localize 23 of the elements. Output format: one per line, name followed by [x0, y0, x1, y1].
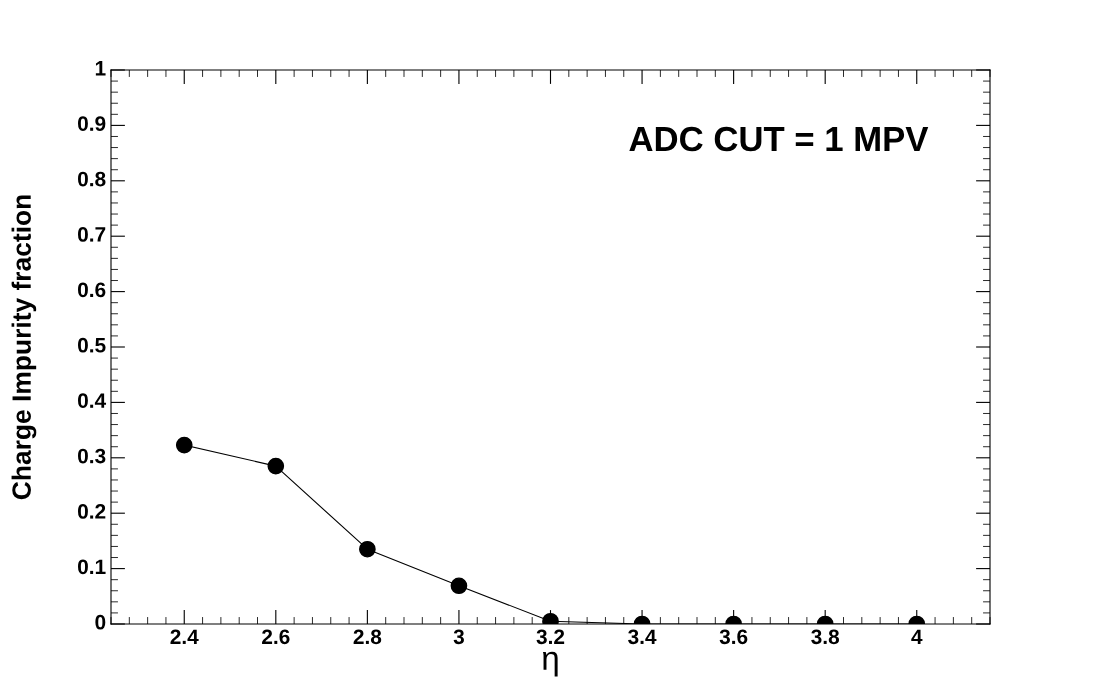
y-tick-label: 0	[95, 614, 106, 630]
x-tick-label: 2.6	[262, 629, 290, 645]
y-tick-label: 0.7	[78, 227, 106, 242]
y-axis-title: Charge Impurity fraction	[11, 195, 37, 500]
y-tick-label: 0.8	[78, 171, 106, 187]
x-axis-title: η	[542, 651, 558, 677]
y-tick-label: 0.6	[78, 282, 106, 298]
x-tick-label: 3.4	[628, 629, 657, 645]
x-tick-label: 3.2	[536, 629, 565, 645]
y-tick-label: 0.3	[78, 448, 106, 464]
y-tick-label: 0.2	[78, 504, 106, 519]
x-tick-label: 2.8	[353, 629, 382, 645]
y-tick-label: 1	[95, 61, 106, 76]
y-tick-label: 0.1	[78, 559, 106, 575]
x-tick-label: 3.8	[811, 629, 840, 645]
x-tick-label: 3	[453, 629, 464, 645]
x-tick-label: 4	[911, 629, 923, 644]
y-tick-label: 0.4	[78, 393, 107, 408]
x-tick-label: 3.6	[719, 629, 748, 645]
annotation: ADC CUT = 1 MPV	[629, 126, 929, 152]
y-tick-label: 0.9	[78, 116, 106, 131]
y-tick-label: 0.5	[78, 337, 106, 353]
x-tick-label: 2.4	[170, 629, 199, 644]
